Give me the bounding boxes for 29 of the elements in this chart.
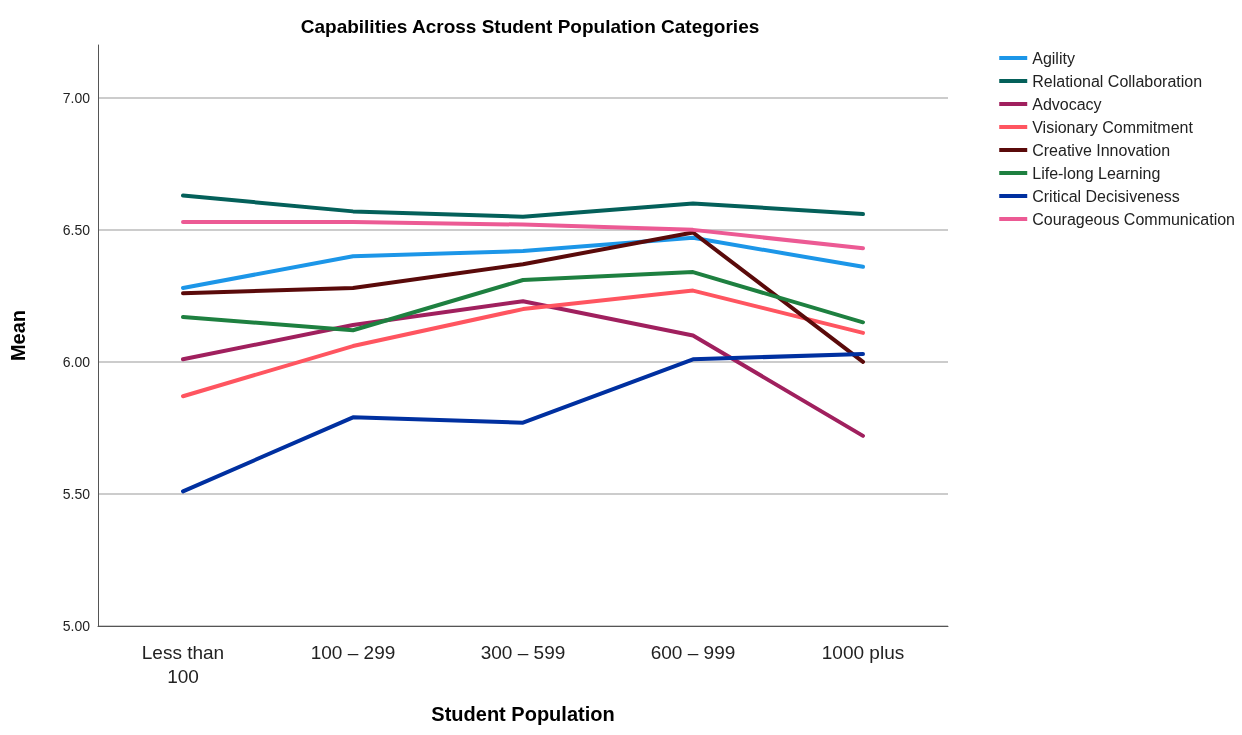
line-series [181,193,865,219]
legend-label: Life-long Learning [1032,164,1161,182]
legend-label: Visionary Commitment [1032,118,1194,136]
y-tick-label: 6.00 [62,353,91,370]
line-series [181,288,865,399]
x-tick-label: 100 – 299 [310,641,396,663]
x-tick-label: 1000 plus [821,641,905,663]
y-tick-label: 7.00 [62,89,91,106]
line-series [181,299,865,438]
line-series [181,351,865,494]
y-tick-label: 5.50 [62,485,91,502]
y-tick-label: 5.00 [62,618,91,634]
y-tick-label: 6.50 [62,221,91,238]
line-series [181,270,865,333]
line-series [181,230,865,364]
line-series [181,235,865,290]
x-tick-label: 600 – 999 [650,641,736,663]
x-tick-label: 300 – 599 [480,641,566,663]
legend-label: Agility [1032,49,1075,67]
y-axis-title: Mean [7,309,29,362]
line-series [181,219,865,251]
legend-label: Advocacy [1032,95,1102,113]
x-axis-title: Student Population [431,703,615,725]
x-tick-label: Less than 100 [141,641,225,687]
legend-label: Critical Decisiveness [1032,187,1180,205]
legend-label: Relational Collaboration [1032,72,1203,90]
chart-title: Capabilities Across Student Population Categories [300,16,760,37]
legend-label: Creative Innovation [1032,141,1171,159]
legend-label: Courageous Communication [1032,210,1236,228]
